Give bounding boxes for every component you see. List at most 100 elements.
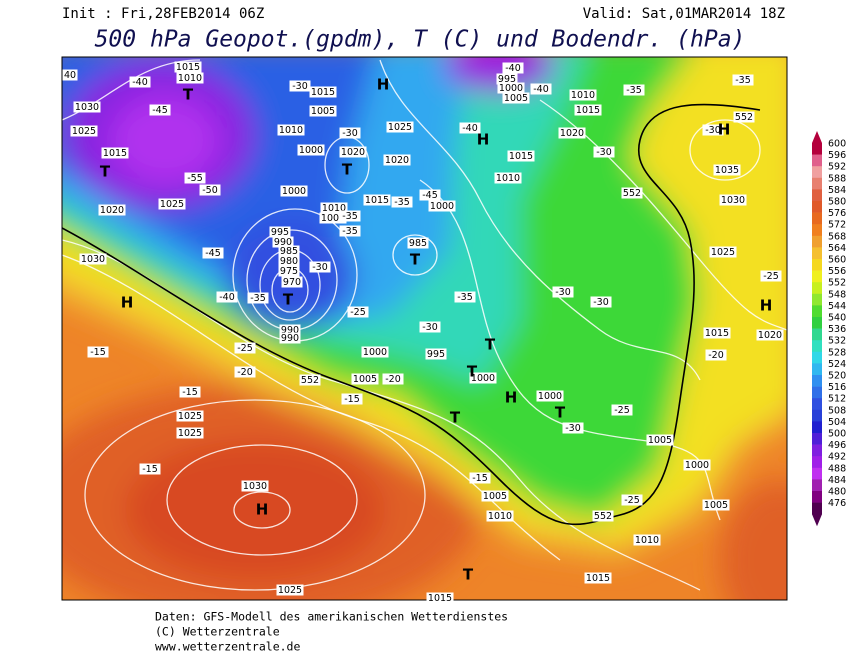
contour-label: 1010 [322, 203, 346, 214]
colorbar-label: 532 [828, 336, 846, 347]
contour-label: -40 [533, 84, 549, 95]
colorbar-label: 576 [828, 208, 846, 219]
colorbar-swatch [812, 143, 822, 155]
colorbar-label: 592 [828, 162, 846, 173]
contour-label: 1010 [488, 511, 512, 522]
colorbar-label: 588 [828, 173, 846, 184]
label-box [202, 247, 224, 259]
colorbar-label: 488 [828, 463, 846, 474]
colorbar-swatch [812, 479, 822, 492]
label-box [73, 101, 101, 113]
label-box [281, 276, 303, 288]
colorbar-swatch [812, 212, 822, 225]
contour-label: 1030 [75, 102, 99, 113]
contour-label: 1035 [715, 165, 739, 176]
label-box [87, 346, 109, 358]
label-box [574, 104, 602, 116]
contour-label: 995 [427, 349, 445, 360]
contour-label: 1015 [176, 62, 200, 73]
contour-label: 1020 [100, 205, 124, 216]
contour-label: -15 [142, 464, 158, 475]
pressure-center: T [450, 409, 461, 427]
colorbar-swatch [812, 409, 822, 422]
label-box [760, 270, 782, 282]
contour-label: 1005 [321, 213, 345, 224]
contour-label: 1025 [160, 199, 184, 210]
label-box [278, 245, 300, 257]
pressure-center: H [505, 389, 518, 407]
contour-label: -40 [219, 292, 235, 303]
label-box [703, 327, 731, 339]
contour-label: 1000 [538, 391, 562, 402]
contour-label: 1005 [353, 374, 377, 385]
contour-label: 1015 [586, 573, 610, 584]
colorbar-label: 476 [828, 498, 846, 509]
contour-label: -15 [344, 394, 360, 405]
pressure-center: H [477, 131, 490, 149]
label-box [269, 226, 291, 238]
contour-label: 1015 [103, 148, 127, 159]
contour-label: -35 [394, 197, 410, 208]
label-box [299, 374, 321, 386]
colorbar-swatch [812, 467, 822, 480]
colorbar-label: 504 [828, 417, 846, 428]
contour-label: -30 [565, 423, 581, 434]
label-box [623, 84, 645, 96]
colorbar-label: 496 [828, 440, 846, 451]
contour-552 [62, 103, 761, 526]
label-box [101, 147, 129, 159]
label-box [709, 246, 737, 258]
label-box [276, 584, 304, 596]
contour-label: -40 [462, 123, 478, 134]
contour-label: 1010 [279, 125, 303, 136]
label-box [469, 372, 497, 384]
label-box [277, 124, 305, 136]
footer-line: (C) Wetterzentrale [155, 625, 280, 639]
pressure-center: T [485, 336, 496, 354]
contour-label: -35 [735, 75, 751, 86]
colorbar-swatch [812, 259, 822, 271]
label-box [425, 348, 447, 360]
colorbar-label: 524 [828, 359, 846, 370]
label-box [496, 73, 518, 85]
contour-label: -35 [342, 226, 358, 237]
contour-label: 1000 [363, 347, 387, 358]
label-box [279, 332, 301, 344]
pressure-center: T [342, 161, 353, 179]
label-box [391, 196, 413, 208]
label-box [507, 150, 535, 162]
colorbar-swatch [812, 293, 822, 306]
label-box [289, 80, 311, 92]
map-frame [61, 56, 788, 601]
contour-label: 1005 [648, 435, 672, 446]
contour-label: -30 [312, 262, 328, 273]
contour-label: -45 [205, 248, 221, 259]
label-box [279, 324, 301, 336]
contour-label: -35 [250, 293, 266, 304]
label-box [339, 127, 361, 139]
contour-label: 980 [280, 256, 298, 267]
colorbar-label: 508 [828, 405, 846, 416]
label-box [280, 185, 308, 197]
colorbar-label: 500 [828, 429, 846, 440]
label-box [481, 490, 509, 502]
contour-label: 995 [498, 74, 516, 85]
colorbar-label: 548 [828, 289, 846, 300]
colorbar-label: 564 [828, 243, 846, 254]
contour-label: 1025 [711, 247, 735, 258]
colorbar-swatch [812, 433, 822, 445]
label-box [646, 434, 674, 446]
contour-label: 990 [281, 325, 299, 336]
label-box [309, 86, 337, 98]
colorbar-swatch [812, 340, 822, 353]
colorbar-swatch [812, 375, 822, 387]
pressure-center: H [760, 297, 773, 315]
label-box [149, 104, 171, 116]
valid-time: Valid: Sat,01MAR2014 18Z [583, 6, 785, 22]
label-box [733, 111, 755, 123]
label-box [278, 255, 300, 267]
label-box [98, 204, 126, 216]
colorbar-label: 584 [828, 185, 846, 196]
contour-label: 1025 [278, 585, 302, 596]
pressure-center: H [718, 121, 731, 139]
